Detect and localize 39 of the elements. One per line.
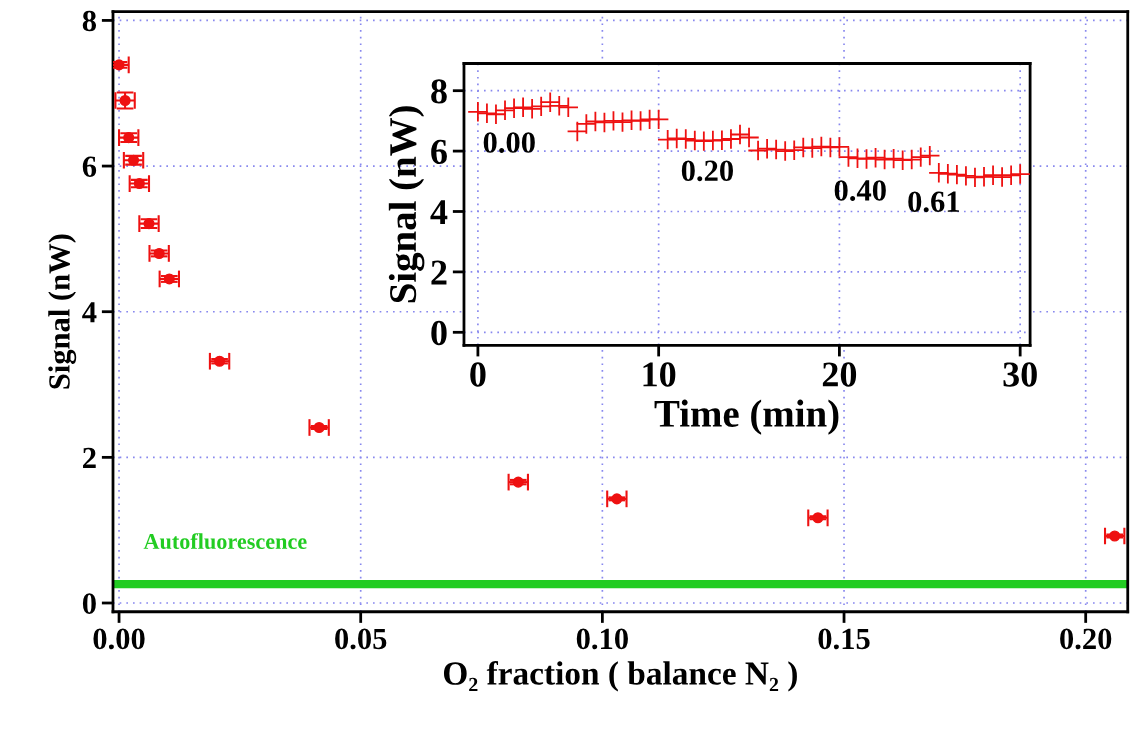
annotation: 0.61 xyxy=(908,191,960,213)
x-axis-title: Time (min) xyxy=(654,399,839,435)
point xyxy=(611,493,623,505)
ref-line-label: Autofluorescence xyxy=(143,533,307,550)
y-tick-label: 6 xyxy=(82,156,97,177)
point xyxy=(163,273,175,285)
y-axis-title: Signal (nW) xyxy=(388,106,425,303)
point xyxy=(113,59,125,71)
point xyxy=(143,218,155,230)
y-tick-label: 8 xyxy=(82,10,97,32)
y-tick-label: 4 xyxy=(82,302,97,323)
point xyxy=(153,247,165,260)
annotation: 0.00 xyxy=(483,132,535,154)
point xyxy=(812,512,824,524)
annotation: 0.20 xyxy=(681,160,733,182)
y-tick-label: 4 xyxy=(430,200,448,225)
y-tick-label: 0 xyxy=(82,593,96,614)
x-tick-label: 20 xyxy=(822,362,857,387)
x-tick-label: 10 xyxy=(643,362,676,387)
x-tick-label: 0.05 xyxy=(335,628,387,650)
y-tick-label: 8 xyxy=(431,79,447,104)
point xyxy=(1109,530,1121,542)
y-tick-label: 2 xyxy=(83,447,96,468)
x-tick-label: 0.00 xyxy=(93,628,145,650)
point xyxy=(512,476,524,488)
x-tick-label: 30 xyxy=(1003,362,1037,387)
annotation: 0.40 xyxy=(834,180,886,201)
x-tick-label: 0 xyxy=(470,362,486,387)
y-tick-label: 2 xyxy=(431,260,447,285)
point xyxy=(313,421,325,434)
point xyxy=(123,132,135,144)
x-axis-title: O₂ fraction ( balance N₂ ) xyxy=(443,660,797,692)
point xyxy=(133,177,145,190)
y-axis-title: Signal (nW) xyxy=(48,234,77,389)
x-tick-label: 0.10 xyxy=(576,628,628,650)
x-tick-label: 0.15 xyxy=(818,628,870,650)
x-tick-label: 0.20 xyxy=(1060,628,1112,650)
y-tick-label: 0 xyxy=(431,320,447,346)
y-tick-label: 6 xyxy=(431,139,447,164)
